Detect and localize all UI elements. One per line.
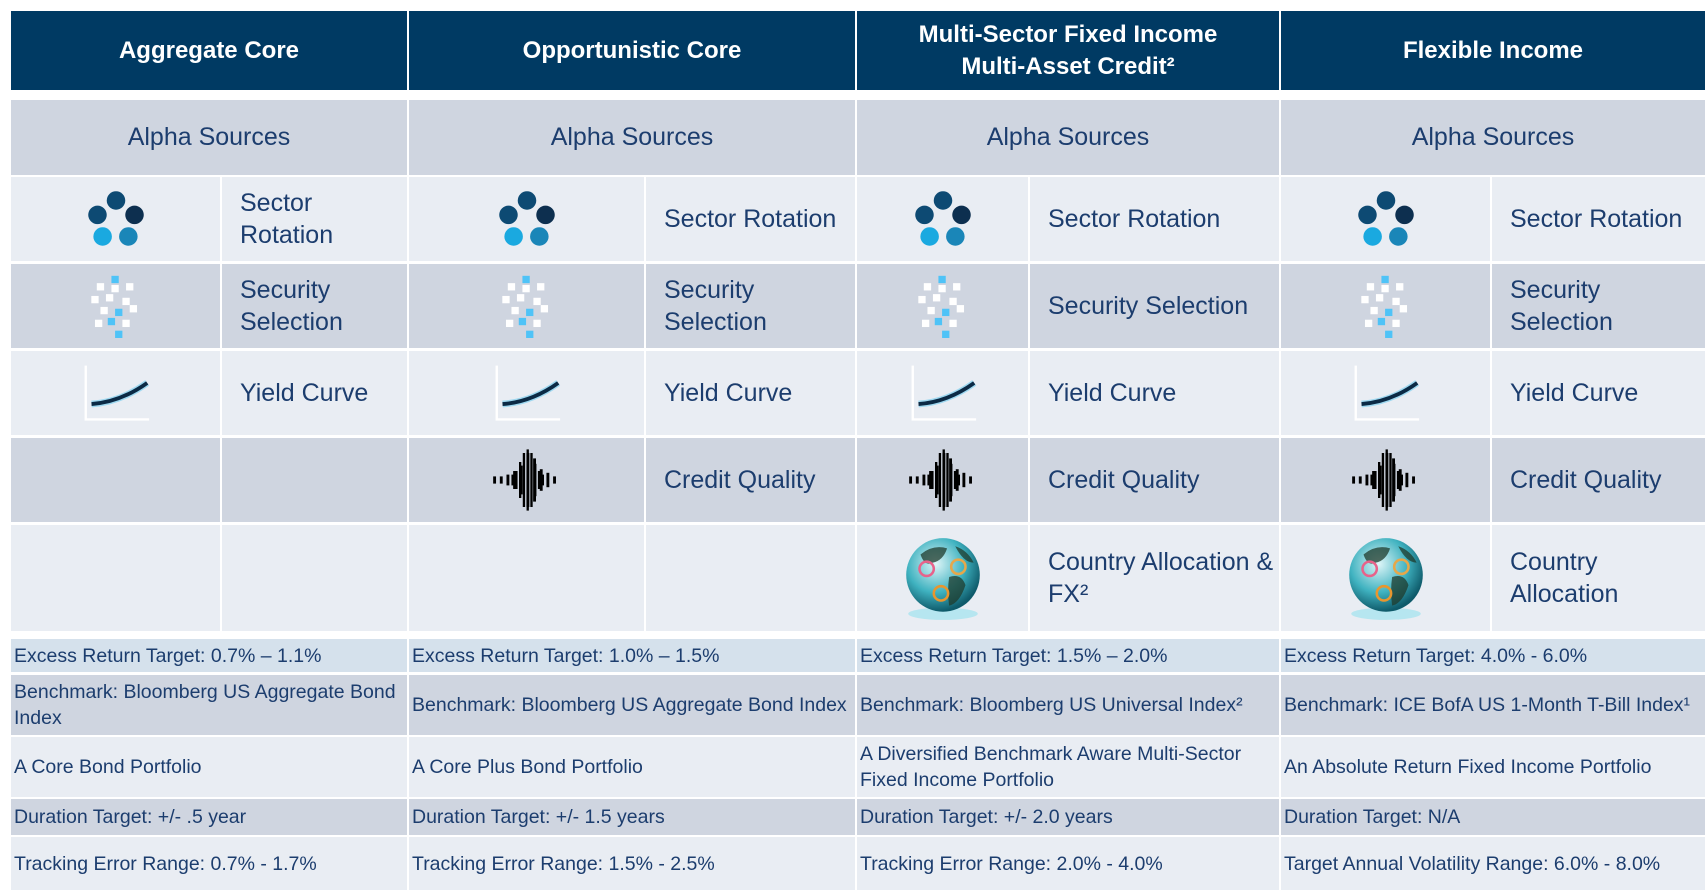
sector-rotation-icon — [80, 187, 152, 251]
sector-rotation-icon — [1350, 187, 1422, 251]
alpha-source-label: Yield Curve — [1492, 351, 1705, 435]
column-header: Aggregate Core — [11, 11, 407, 90]
info-cell: Duration Target: +/- 1.5 years — [409, 799, 855, 835]
info-cell: Duration Target: +/- .5 year — [11, 799, 407, 835]
info-cell: Excess Return Target: 1.0% – 1.5% — [409, 639, 855, 672]
alpha-source-label: Sector Rotation — [222, 177, 407, 261]
info-cell: Benchmark: Bloomberg US Aggregate Bond I… — [11, 675, 407, 735]
sector-rotation-icon — [907, 187, 979, 251]
info-cell: Tracking Error Range: 1.5% - 2.5% — [409, 837, 855, 890]
icon-cell — [1281, 177, 1490, 261]
credit-quality-icon — [1350, 448, 1422, 512]
icon-cell — [857, 177, 1028, 261]
yield-curve-icon — [491, 361, 563, 425]
info-cell: Target Annual Volatility Range: 6.0% - 8… — [1281, 837, 1705, 890]
country-allocation-icon — [1345, 532, 1427, 624]
security-selection-icon — [1350, 274, 1422, 338]
info-cell: Duration Target: +/- 2.0 years — [857, 799, 1279, 835]
alpha-sources-title: Alpha Sources — [409, 100, 855, 175]
icon-cell — [857, 438, 1028, 522]
yield-curve-icon — [80, 361, 152, 425]
icon-cell — [11, 438, 220, 522]
icon-cell — [857, 525, 1028, 631]
info-cell: Tracking Error Range: 0.7% - 1.7% — [11, 837, 407, 890]
yield-curve-icon — [1350, 361, 1422, 425]
alpha-source-label: Security Selection — [646, 264, 855, 348]
credit-quality-icon — [907, 448, 979, 512]
security-selection-icon — [907, 274, 979, 338]
icon-cell — [1281, 264, 1490, 348]
info-cell: A Core Bond Portfolio — [11, 737, 407, 797]
yield-curve-icon — [907, 361, 979, 425]
icon-cell — [409, 264, 644, 348]
alpha-source-label: Sector Rotation — [646, 177, 855, 261]
info-cell: Duration Target: N/A — [1281, 799, 1705, 835]
alpha-sources-title: Alpha Sources — [11, 100, 407, 175]
info-cell: Excess Return Target: 0.7% – 1.1% — [11, 639, 407, 672]
icon-cell — [1281, 438, 1490, 522]
alpha-source-label: Credit Quality — [1492, 438, 1705, 522]
icon-cell — [11, 525, 220, 631]
info-cell: A Core Plus Bond Portfolio — [409, 737, 855, 797]
icon-cell — [409, 177, 644, 261]
alpha-source-label: Country Allocation — [1492, 525, 1705, 631]
empty-cell — [646, 525, 855, 631]
alpha-source-label: Yield Curve — [646, 351, 855, 435]
alpha-source-label: Sector Rotation — [1492, 177, 1705, 261]
alpha-source-label: Country Allocation & FX² — [1030, 525, 1279, 631]
icon-cell — [409, 525, 644, 631]
icon-cell — [11, 177, 220, 261]
security-selection-icon — [80, 274, 152, 338]
info-cell: Excess Return Target: 4.0% - 6.0% — [1281, 639, 1705, 672]
icon-cell — [11, 351, 220, 435]
empty-cell — [222, 438, 407, 522]
icon-cell — [409, 438, 644, 522]
alpha-sources-title: Alpha Sources — [1281, 100, 1705, 175]
empty-cell — [222, 525, 407, 631]
sector-rotation-icon — [491, 187, 563, 251]
alpha-source-label: Security Selection — [1492, 264, 1705, 348]
alpha-source-label: Credit Quality — [1030, 438, 1279, 522]
info-cell: An Absolute Return Fixed Income Portfoli… — [1281, 737, 1705, 797]
credit-quality-icon — [491, 448, 563, 512]
strategy-table: Aggregate CoreAlpha SourcesSector Rotati… — [0, 0, 1705, 890]
info-cell: A Diversified Benchmark Aware Multi-Sect… — [857, 737, 1279, 797]
info-cell: Tracking Error Range: 2.0% - 4.0% — [857, 837, 1279, 890]
alpha-source-label: Yield Curve — [222, 351, 407, 435]
info-cell: Benchmark: Bloomberg US Universal Index² — [857, 675, 1279, 735]
alpha-source-label: Sector Rotation — [1030, 177, 1279, 261]
icon-cell — [409, 351, 644, 435]
column-header: Opportunistic Core — [409, 11, 855, 90]
icon-cell — [1281, 525, 1490, 631]
alpha-source-label: Yield Curve — [1030, 351, 1279, 435]
column-header: Multi-Sector Fixed Income Multi-Asset Cr… — [857, 11, 1279, 90]
country-allocation-icon — [902, 532, 984, 624]
info-cell: Excess Return Target: 1.5% – 2.0% — [857, 639, 1279, 672]
icon-cell — [857, 264, 1028, 348]
security-selection-icon — [491, 274, 563, 338]
alpha-source-label: Security Selection — [222, 264, 407, 348]
column-header: Flexible Income — [1281, 11, 1705, 90]
icon-cell — [11, 264, 220, 348]
alpha-source-label: Security Selection — [1030, 264, 1279, 348]
icon-cell — [857, 351, 1028, 435]
info-cell: Benchmark: ICE BofA US 1-Month T-Bill In… — [1281, 675, 1705, 735]
alpha-sources-title: Alpha Sources — [857, 100, 1279, 175]
alpha-source-label: Credit Quality — [646, 438, 855, 522]
icon-cell — [1281, 351, 1490, 435]
info-cell: Benchmark: Bloomberg US Aggregate Bond I… — [409, 675, 855, 735]
